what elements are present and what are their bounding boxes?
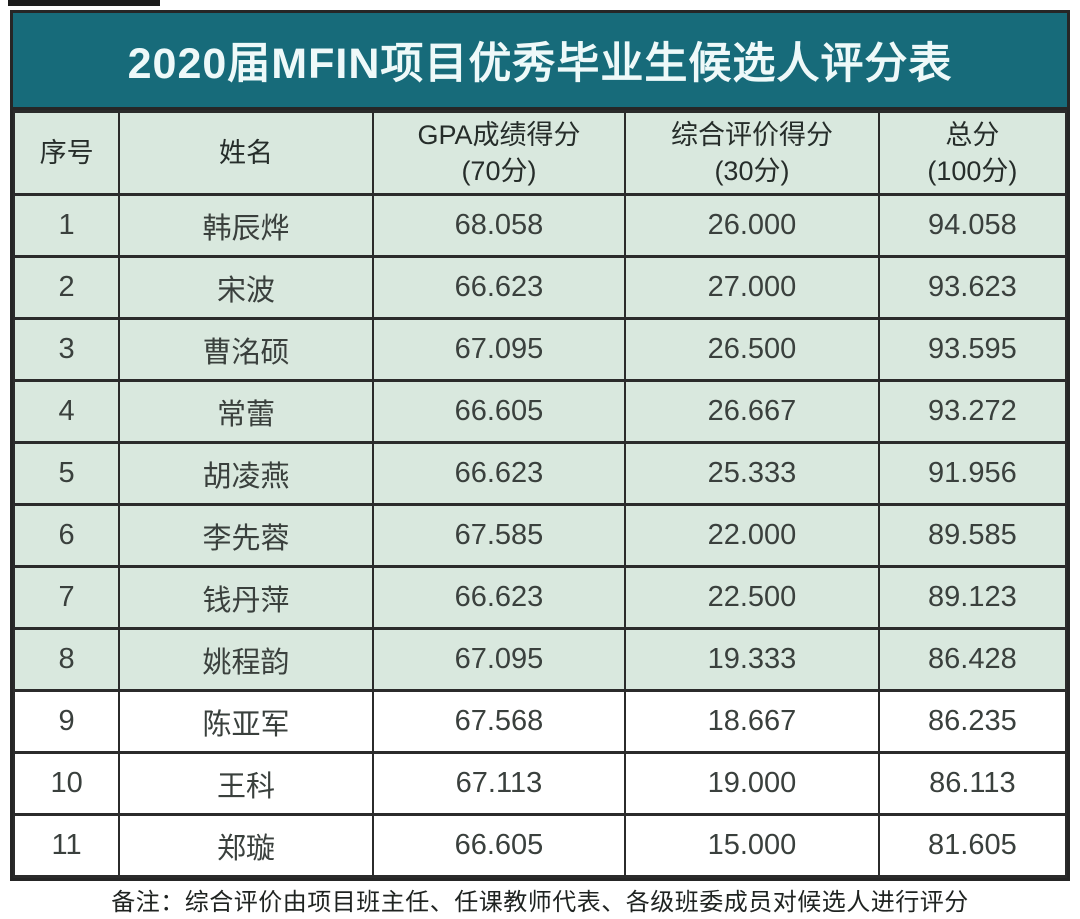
table-row: 1 韩辰烨 68.058 26.000 94.058 bbox=[12, 193, 1068, 258]
rank-cell: 8 bbox=[12, 627, 121, 692]
col-header-total: 总分 (100分) bbox=[877, 110, 1068, 196]
col-header-eval: 综合评价得分 (30分) bbox=[624, 110, 880, 196]
rank-cell: 11 bbox=[12, 813, 121, 878]
eval-score-cell: 27.000 bbox=[624, 255, 880, 320]
col-header-total-sublabel: (100分) bbox=[927, 156, 1018, 186]
eval-score-cell: 15.000 bbox=[624, 813, 880, 878]
gpa-score-cell: 66.605 bbox=[371, 813, 627, 878]
total-score-cell: 91.956 bbox=[877, 441, 1068, 506]
rank-cell: 4 bbox=[12, 379, 121, 444]
gpa-score-cell: 67.568 bbox=[371, 689, 627, 754]
table-body: 1 韩辰烨 68.058 26.000 94.058 2 宋波 66.623 2… bbox=[12, 193, 1068, 878]
col-header-rank-label: 序号 bbox=[39, 137, 94, 168]
name-cell: 郑璇 bbox=[118, 813, 374, 878]
top-edge-artifact bbox=[8, 0, 160, 6]
total-score-cell: 93.272 bbox=[877, 379, 1068, 444]
table-row: 8 姚程韵 67.095 19.333 86.428 bbox=[12, 627, 1068, 692]
rank-cell: 6 bbox=[12, 503, 121, 568]
table-row: 5 胡凌燕 66.623 25.333 91.956 bbox=[12, 441, 1068, 506]
col-header-total-label: 总分 bbox=[945, 119, 1000, 150]
total-score-cell: 89.585 bbox=[877, 503, 1068, 568]
table-row: 7 钱丹萍 66.623 22.500 89.123 bbox=[12, 565, 1068, 630]
gpa-score-cell: 66.623 bbox=[371, 441, 627, 506]
table-row: 3 曹洺硕 67.095 26.500 93.595 bbox=[12, 317, 1068, 382]
rank-cell: 3 bbox=[12, 317, 121, 382]
table-row: 9 陈亚军 67.568 18.667 86.235 bbox=[12, 689, 1068, 754]
total-score-cell: 86.235 bbox=[877, 689, 1068, 754]
table-row: 11 郑璇 66.605 15.000 81.605 bbox=[12, 813, 1068, 878]
rank-cell: 5 bbox=[12, 441, 121, 506]
header-row: 序号 姓名 GPA成绩得分 (70分) 综合评价得分 (30分) 总分 bbox=[12, 110, 1068, 196]
table-row: 2 宋波 66.623 27.000 93.623 bbox=[12, 255, 1068, 320]
gpa-score-cell: 67.095 bbox=[371, 317, 627, 382]
name-cell: 王科 bbox=[118, 751, 374, 816]
col-header-gpa-label: GPA成绩得分 bbox=[417, 119, 581, 150]
rank-cell: 7 bbox=[12, 565, 121, 630]
eval-score-cell: 22.000 bbox=[624, 503, 880, 568]
table-header: 序号 姓名 GPA成绩得分 (70分) 综合评价得分 (30分) 总分 bbox=[12, 110, 1068, 196]
col-header-eval-label: 综合评价得分 bbox=[670, 119, 833, 150]
score-table: 序号 姓名 GPA成绩得分 (70分) 综合评价得分 (30分) 总分 bbox=[12, 110, 1068, 878]
eval-score-cell: 19.000 bbox=[624, 751, 880, 816]
table-row: 4 常蕾 66.605 26.667 93.272 bbox=[12, 379, 1068, 444]
name-cell: 钱丹萍 bbox=[118, 565, 374, 630]
score-sheet: 2020届MFIN项目优秀毕业生候选人评分表 序号 姓名 GPA成绩得分 (70… bbox=[10, 10, 1070, 881]
name-cell: 曹洺硕 bbox=[118, 317, 374, 382]
gpa-score-cell: 66.623 bbox=[371, 255, 627, 320]
name-cell: 姚程韵 bbox=[118, 627, 374, 692]
table-row: 6 李先蓉 67.585 22.000 89.585 bbox=[12, 503, 1068, 568]
col-header-gpa-sublabel: (70分) bbox=[461, 156, 537, 186]
gpa-score-cell: 67.113 bbox=[371, 751, 627, 816]
total-score-cell: 94.058 bbox=[877, 193, 1068, 258]
name-cell: 陈亚军 bbox=[118, 689, 374, 754]
name-cell: 李先蓉 bbox=[118, 503, 374, 568]
gpa-score-cell: 66.623 bbox=[371, 565, 627, 630]
total-score-cell: 86.428 bbox=[877, 627, 1068, 692]
total-score-cell: 89.123 bbox=[877, 565, 1068, 630]
total-score-cell: 93.595 bbox=[877, 317, 1068, 382]
gpa-score-cell: 66.605 bbox=[371, 379, 627, 444]
total-score-cell: 81.605 bbox=[877, 813, 1068, 878]
eval-score-cell: 19.333 bbox=[624, 627, 880, 692]
gpa-score-cell: 67.095 bbox=[371, 627, 627, 692]
name-cell: 胡凌燕 bbox=[118, 441, 374, 506]
gpa-score-cell: 67.585 bbox=[371, 503, 627, 568]
col-header-gpa: GPA成绩得分 (70分) bbox=[371, 110, 627, 196]
name-cell: 韩辰烨 bbox=[118, 193, 374, 258]
col-header-rank: 序号 bbox=[12, 110, 121, 196]
page-title: 2020届MFIN项目优秀毕业生候选人评分表 bbox=[13, 13, 1067, 110]
rank-cell: 1 bbox=[12, 193, 121, 258]
eval-score-cell: 25.333 bbox=[624, 441, 880, 506]
footnote: 备注：综合评价由项目班主任、任课教师代表、各级班委成员对候选人进行评分 bbox=[111, 888, 969, 916]
rank-cell: 10 bbox=[12, 751, 121, 816]
col-header-name: 姓名 bbox=[118, 110, 374, 196]
total-score-cell: 86.113 bbox=[877, 751, 1068, 816]
col-header-eval-sublabel: (30分) bbox=[714, 156, 790, 186]
gpa-score-cell: 68.058 bbox=[371, 193, 627, 258]
eval-score-cell: 26.000 bbox=[624, 193, 880, 258]
col-header-name-label: 姓名 bbox=[218, 137, 273, 168]
eval-score-cell: 22.500 bbox=[624, 565, 880, 630]
rank-cell: 2 bbox=[12, 255, 121, 320]
eval-score-cell: 26.500 bbox=[624, 317, 880, 382]
eval-score-cell: 18.667 bbox=[624, 689, 880, 754]
rank-cell: 9 bbox=[12, 689, 121, 754]
name-cell: 宋波 bbox=[118, 255, 374, 320]
name-cell: 常蕾 bbox=[118, 379, 374, 444]
total-score-cell: 93.623 bbox=[877, 255, 1068, 320]
eval-score-cell: 26.667 bbox=[624, 379, 880, 444]
table-row: 10 王科 67.113 19.000 86.113 bbox=[12, 751, 1068, 816]
